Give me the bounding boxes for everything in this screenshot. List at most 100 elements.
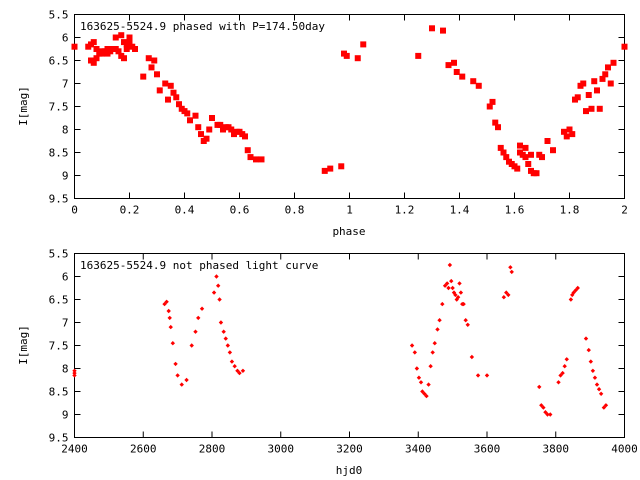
data-point	[72, 373, 77, 378]
data-point	[193, 329, 198, 334]
x-tick-label: 1	[346, 204, 353, 217]
x-tick-label: 2800	[199, 443, 226, 456]
data-point	[164, 299, 169, 304]
data-point	[168, 324, 173, 330]
data-point	[495, 124, 501, 131]
data-point	[463, 318, 468, 323]
data-point	[484, 373, 490, 378]
data-point	[123, 46, 130, 52]
chart-title: 163625-5524.9 not phased light curve	[80, 259, 318, 272]
y-tick-label: 8	[62, 124, 69, 137]
data-point	[590, 368, 596, 373]
data-point	[583, 108, 589, 115]
x-tick-label: 3400	[405, 443, 432, 456]
axis-ticks: 2400 2600 2800 3000 3200 3400 3600 3800 4000 5.5 6…	[49, 248, 638, 456]
data-point	[228, 126, 235, 133]
data-point	[556, 380, 561, 385]
data-point	[424, 393, 429, 399]
y-tick-label: 8.5	[49, 147, 69, 160]
data-points	[71, 25, 628, 177]
data-point	[162, 301, 167, 307]
data-point	[211, 290, 217, 295]
data-point	[126, 34, 133, 41]
data-point	[343, 52, 350, 59]
data-point	[203, 135, 210, 142]
data-point	[564, 357, 569, 362]
data-point	[453, 69, 460, 75]
data-point	[428, 364, 433, 369]
data-point	[218, 320, 224, 325]
data-point	[179, 382, 184, 387]
data-point	[437, 318, 442, 323]
data-point	[414, 366, 420, 371]
data-point	[562, 364, 567, 369]
data-point	[594, 382, 600, 387]
data-point	[166, 308, 171, 314]
data-point	[167, 315, 172, 321]
data-point	[418, 380, 424, 385]
axis-ticks: 0 0.2 0.4 0.6 0.8 1 1.2 1.4 1.6 1.8 2 5.5 6 6.5 7 7.5 8 8…	[49, 9, 628, 217]
data-point	[550, 147, 556, 154]
data-point	[575, 285, 580, 291]
y-tick-label: 7.5	[49, 340, 69, 353]
data-point	[195, 124, 202, 131]
y-tick-label: 7	[62, 317, 69, 330]
data-point	[321, 167, 328, 174]
data-point	[215, 283, 221, 288]
data-point	[569, 131, 576, 138]
y-axis-label: I[mag]	[17, 325, 30, 365]
x-tick-label: 3000	[268, 443, 295, 456]
data-point	[544, 138, 551, 144]
data-point	[605, 64, 611, 71]
data-point	[354, 55, 361, 62]
data-point	[475, 82, 482, 89]
x-axis-label: hjd0	[336, 464, 363, 477]
x-tick-label: 1.8	[560, 204, 580, 217]
data-point	[539, 154, 545, 161]
data-point	[148, 64, 155, 71]
data-point	[225, 343, 231, 348]
y-tick-label: 6	[62, 271, 69, 284]
data-point	[603, 403, 609, 408]
data-point	[561, 128, 567, 135]
data-point	[217, 297, 222, 302]
data-point	[206, 126, 213, 133]
data-point	[170, 89, 177, 96]
y-tick-label: 9	[62, 170, 69, 183]
x-tick-label: 0.6	[230, 204, 250, 217]
data-point	[449, 278, 454, 284]
data-point	[596, 105, 603, 112]
data-point	[176, 101, 182, 108]
data-point	[93, 55, 100, 62]
data-point	[192, 112, 199, 119]
y-tick-label: 5.5	[49, 248, 69, 261]
data-point	[173, 361, 178, 367]
data-point	[457, 281, 462, 286]
data-point	[198, 131, 204, 138]
data-point	[588, 359, 594, 364]
data-point	[592, 375, 598, 380]
data-point	[500, 149, 507, 156]
data-point	[247, 154, 254, 161]
data-point	[541, 405, 546, 410]
data-point	[465, 322, 470, 327]
data-point	[621, 43, 628, 50]
data-point	[514, 165, 521, 172]
data-point	[93, 46, 100, 52]
data-point	[223, 336, 228, 341]
unphased-light-curve-panel: 2400 2600 2800 3000 3200 3400 3600 3800 4000 5.5 6…	[17, 248, 638, 478]
data-point	[235, 368, 240, 373]
x-tick-label: 3800	[543, 443, 570, 456]
data-point	[227, 350, 233, 355]
data-point	[522, 154, 529, 161]
data-point	[112, 34, 119, 41]
data-point	[426, 382, 431, 387]
data-point	[522, 144, 529, 151]
y-tick-label: 9.5	[49, 432, 69, 445]
data-point	[563, 133, 570, 140]
data-point	[338, 163, 345, 170]
data-point	[440, 27, 446, 34]
data-point	[525, 161, 532, 167]
